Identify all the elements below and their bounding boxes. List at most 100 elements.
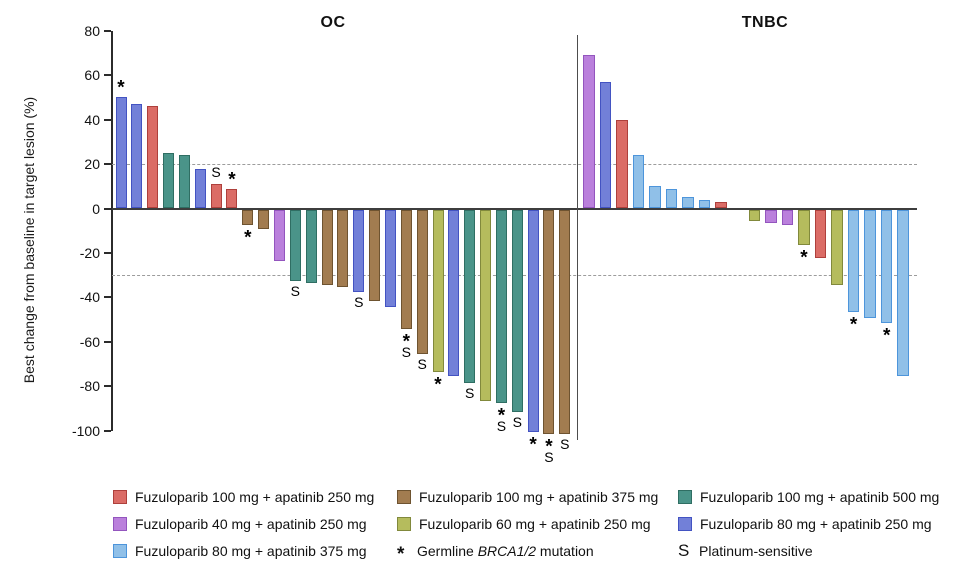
bar bbox=[559, 209, 571, 434]
platinum-sensitive-marker: S bbox=[560, 435, 570, 452]
bar bbox=[715, 201, 727, 209]
bar bbox=[384, 209, 396, 308]
bar bbox=[163, 152, 175, 209]
bar bbox=[864, 209, 876, 319]
legend-item: Fuzuloparib 80 mg + apatinib 250 mg bbox=[678, 516, 932, 532]
bar bbox=[353, 209, 365, 292]
legend-swatch bbox=[113, 544, 127, 558]
platinum-sensitive-marker: S bbox=[544, 448, 554, 465]
bar bbox=[897, 209, 909, 377]
bar bbox=[432, 209, 444, 372]
platinum-sensitive-marker: S bbox=[401, 344, 411, 361]
y-tick-label: 60 bbox=[84, 67, 100, 84]
bar bbox=[665, 188, 678, 209]
bar bbox=[698, 199, 711, 209]
brca-mutation-marker: * bbox=[529, 434, 537, 456]
bar bbox=[814, 209, 827, 259]
bar bbox=[464, 209, 476, 383]
bar bbox=[748, 209, 760, 221]
brca-mutation-marker: * bbox=[402, 332, 410, 354]
legend-item: Fuzuloparib 100 mg + apatinib 375 mg bbox=[397, 489, 658, 505]
bar bbox=[369, 209, 381, 301]
bar bbox=[448, 209, 460, 377]
y-tick bbox=[104, 29, 111, 32]
legend-item: Fuzuloparib 100 mg + apatinib 500 mg bbox=[678, 489, 939, 505]
y-tick-label: 0 bbox=[92, 200, 100, 217]
y-tick bbox=[104, 163, 111, 166]
brca-asterisk-icon: * bbox=[397, 544, 405, 565]
legend-item: Fuzuloparib 40 mg + apatinib 250 mg bbox=[113, 516, 367, 532]
platinum-sensitive-marker: S bbox=[211, 164, 221, 181]
y-tick bbox=[104, 340, 111, 343]
bar bbox=[274, 209, 285, 261]
bar bbox=[400, 209, 412, 330]
panel-title-tnbc: TNBC bbox=[741, 14, 789, 31]
bar bbox=[178, 155, 190, 209]
brca-mutation-marker: * bbox=[228, 169, 236, 191]
brca-mutation-marker: * bbox=[434, 374, 442, 396]
platinum-sensitive-marker: S bbox=[417, 355, 427, 372]
legend-label: Fuzuloparib 100 mg + apatinib 375 mg bbox=[419, 489, 659, 505]
y-tick-label: 40 bbox=[84, 111, 100, 128]
bar bbox=[781, 209, 794, 226]
platinum-sensitive-marker: S bbox=[512, 413, 522, 430]
y-tick bbox=[104, 207, 111, 210]
legend-label: Fuzuloparib 100 mg + apatinib 500 mg bbox=[700, 489, 940, 505]
platinum-sensitive-marker: S bbox=[465, 384, 475, 401]
legend-item: Fuzuloparib 80 mg + apatinib 375 mg bbox=[113, 543, 367, 559]
bar bbox=[616, 119, 628, 209]
brca-mutation-marker: * bbox=[545, 436, 553, 458]
bar bbox=[495, 209, 507, 403]
bar bbox=[527, 209, 539, 432]
y-tick-label: -40 bbox=[79, 289, 100, 306]
platinum-sensitive-marker: S bbox=[290, 282, 301, 299]
zero-baseline bbox=[112, 207, 917, 210]
legend-item: * Germline BRCA1/2 mutation bbox=[397, 543, 594, 565]
platinum-sensitive-marker: S bbox=[496, 417, 507, 434]
bar bbox=[599, 81, 612, 209]
y-axis-label: Best change from baseline in target lesi… bbox=[21, 96, 37, 384]
bar bbox=[543, 209, 555, 434]
bar bbox=[131, 104, 143, 209]
bar bbox=[798, 209, 810, 246]
bar bbox=[321, 209, 333, 286]
y-tick-label: 80 bbox=[84, 22, 100, 39]
bar bbox=[765, 209, 777, 223]
y-tick bbox=[104, 296, 111, 299]
brca-mutation-marker: * bbox=[882, 325, 891, 347]
y-tick bbox=[104, 429, 111, 432]
y-tick-label: -80 bbox=[79, 378, 100, 395]
y-axis-line bbox=[111, 30, 113, 431]
legend-swatch bbox=[113, 517, 127, 531]
legend-swatch bbox=[397, 490, 411, 504]
bar bbox=[583, 55, 595, 209]
y-tick-label: -60 bbox=[79, 333, 100, 350]
y-tick bbox=[104, 251, 111, 254]
brca-mutation-marker: * bbox=[244, 227, 252, 249]
legend-label: Fuzuloparib 80 mg + apatinib 250 mg bbox=[700, 516, 932, 532]
bar bbox=[682, 197, 694, 209]
bar bbox=[194, 168, 206, 209]
bar bbox=[289, 209, 301, 281]
bar bbox=[210, 184, 222, 209]
brca-mutation-marker: * bbox=[497, 405, 506, 427]
panel-divider bbox=[577, 35, 578, 440]
bar bbox=[480, 209, 492, 401]
bar bbox=[337, 209, 349, 288]
brca-mutation-marker: * bbox=[849, 314, 858, 336]
legend-label: Fuzuloparib 40 mg + apatinib 250 mg bbox=[135, 516, 367, 532]
legend-item: S Platinum-sensitive bbox=[678, 541, 813, 560]
legend-label: Fuzuloparib 100 mg + apatinib 250 mg bbox=[135, 489, 375, 505]
bar bbox=[147, 106, 159, 209]
platinum-sensitive-icon: S bbox=[678, 541, 690, 560]
y-tick bbox=[104, 385, 111, 388]
y-tick-label: 20 bbox=[84, 156, 100, 173]
bar bbox=[305, 209, 317, 283]
legend-swatch bbox=[113, 490, 127, 504]
bar bbox=[880, 209, 893, 323]
legend-swatch bbox=[678, 517, 692, 531]
y-tick-label: -20 bbox=[79, 244, 100, 261]
y-tick bbox=[104, 74, 111, 77]
legend-label: Platinum-sensitive bbox=[699, 543, 813, 559]
